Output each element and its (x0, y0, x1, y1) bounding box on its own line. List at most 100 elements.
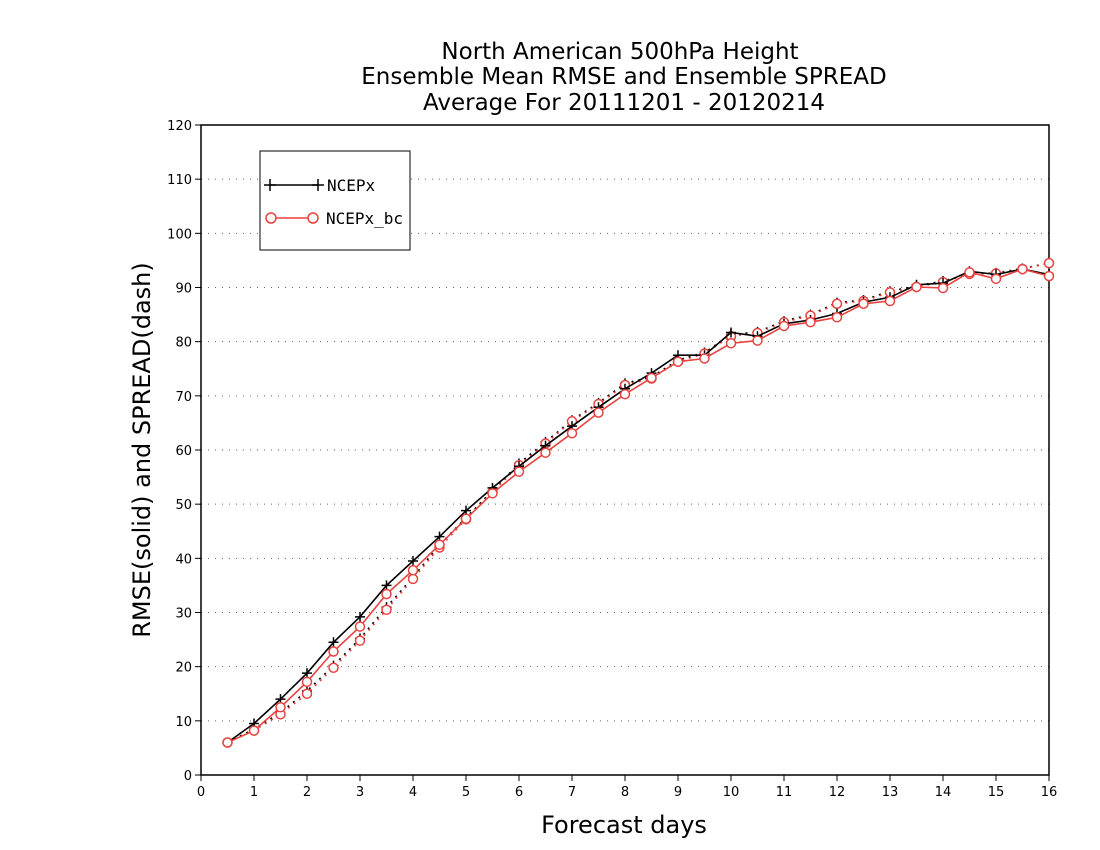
chart-title-line-2: Ensemble Mean RMSE and Ensemble SPREAD (361, 64, 886, 90)
x-tick-label: 10 (723, 785, 740, 800)
x-tick-label: 7 (568, 785, 576, 800)
data-point (1017, 263, 1028, 275)
data-point (858, 298, 869, 309)
data-point (884, 295, 896, 307)
x-tick-label: 2 (303, 785, 311, 800)
x-tick-label: 1 (250, 785, 258, 800)
data-point (646, 372, 657, 384)
chart-title-line-3: Average For 20111201 - 20120214 (423, 90, 825, 116)
x-tick-label: 11 (776, 785, 793, 800)
data-point (354, 621, 366, 632)
data-point (831, 298, 843, 309)
y-tick-label: 20 (175, 661, 192, 676)
data-point (778, 320, 790, 332)
series-line (227, 262, 1050, 744)
y-tick-label: 40 (175, 552, 192, 567)
data-point (301, 676, 313, 688)
data-point (381, 580, 392, 591)
data-point (540, 447, 551, 458)
data-point (248, 725, 260, 736)
y-tick-label: 80 (175, 336, 192, 351)
data-point (487, 488, 498, 499)
data-point (831, 312, 843, 323)
data-point (434, 539, 445, 551)
legend-entry-ncepx: NCEPx (264, 176, 376, 195)
y-tick-label: 70 (175, 390, 192, 405)
circle-marker-icon (307, 212, 319, 224)
x-axis: 0 1 2 3 4 5 6 7 8 9 10 11 12 13 14 15 16 (197, 775, 1057, 800)
x-tick-label: 3 (356, 785, 364, 800)
grid (201, 178, 1049, 722)
data-point (408, 556, 418, 567)
x-tick-label: 15 (988, 785, 1005, 800)
x-tick-label: 9 (674, 785, 682, 800)
data-point (1043, 270, 1055, 282)
x-tick-label: 12 (829, 785, 846, 800)
y-tick-label: 50 (175, 498, 192, 513)
chart-title: North American 500hPa Height Ensemble Me… (361, 39, 886, 116)
chart-title-line-1: North American 500hPa Height (441, 39, 798, 65)
series-ncepx-spread (222, 258, 1054, 748)
series-line (227, 268, 1050, 744)
y-axis: 0 10 20 30 40 50 60 70 80 90 100 110 120 (167, 119, 201, 784)
data-point (726, 327, 736, 338)
legend: NCEPx NCEPx_bc (259, 150, 411, 251)
series-layer (222, 257, 1055, 748)
data-point (672, 356, 684, 367)
data-point (354, 635, 366, 646)
plus-marker-icon (264, 179, 276, 191)
series-ncepx-bc-spread (222, 257, 1055, 748)
series-line (227, 268, 1050, 744)
data-point (301, 688, 313, 699)
legend-box (259, 150, 411, 251)
data-point (355, 611, 365, 622)
y-tick-label: 90 (175, 282, 192, 297)
data-point (805, 316, 816, 328)
data-point (222, 737, 233, 748)
y-tick-label: 30 (175, 607, 192, 622)
data-point (1043, 257, 1055, 269)
data-point (513, 466, 525, 477)
y-tick-label: 60 (175, 444, 192, 459)
y-tick-label: 100 (167, 227, 192, 242)
x-tick-label: 5 (462, 785, 470, 800)
data-point (990, 273, 1002, 285)
y-tick-label: 10 (175, 715, 192, 730)
data-point (937, 282, 949, 294)
x-tick-label: 8 (621, 785, 629, 800)
x-tick-label: 13 (882, 785, 899, 800)
data-point (328, 646, 339, 657)
x-tick-label: 4 (409, 785, 417, 800)
x-axis-title: Forecast days (541, 811, 707, 839)
series-line (227, 262, 1050, 744)
data-point (619, 388, 631, 400)
data-point (752, 335, 763, 346)
data-point (460, 513, 472, 525)
x-tick-label: 6 (515, 785, 523, 800)
data-point (275, 702, 286, 713)
data-point (381, 604, 392, 616)
series-ncepx-rmse (222, 264, 1054, 748)
legend-entry-ncepx-bc: NCEPx_bc (265, 209, 403, 228)
data-point (328, 662, 339, 673)
circle-marker-icon (265, 212, 277, 224)
legend-label-ncepx: NCEPx (327, 176, 376, 195)
data-point (699, 353, 710, 364)
series-ncepx-bc-rmse (222, 263, 1055, 748)
data-point (407, 573, 419, 585)
plus-marker-icon (312, 179, 324, 191)
data-point (381, 588, 392, 600)
data-point (911, 281, 922, 293)
x-tick-label: 0 (197, 785, 205, 800)
y-tick-label: 0 (184, 769, 192, 784)
y-tick-label: 120 (167, 119, 192, 134)
data-point (964, 267, 975, 278)
y-axis-title: RMSE(solid) and SPREAD(dash) (128, 262, 156, 638)
data-point (328, 637, 339, 648)
data-point (302, 668, 312, 679)
y-tick-label: 110 (167, 173, 192, 188)
x-tick-label: 14 (935, 785, 952, 800)
x-tick-label: 16 (1041, 785, 1058, 800)
data-point (566, 427, 578, 439)
